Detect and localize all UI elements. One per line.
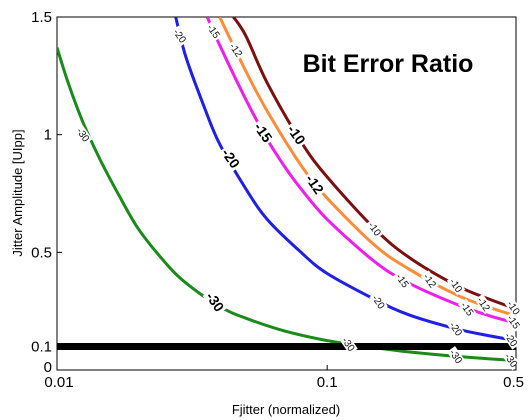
- contour-label-gap: [504, 297, 523, 318]
- contour-label: -30: [339, 333, 358, 355]
- contour-label-gap: [504, 311, 523, 332]
- contour-label-gap: [474, 293, 494, 315]
- contour-label: -12: [226, 39, 246, 61]
- contour-label-gap: [446, 346, 466, 367]
- x-tick-label: 0.1: [317, 374, 338, 391]
- x-tick-label: 0.01: [44, 374, 73, 391]
- contour-label-gap: [302, 170, 328, 198]
- plot-frame: [56, 16, 517, 371]
- contour-label-gap: [339, 333, 358, 355]
- contour-label-gap: [218, 144, 244, 173]
- contour-label: -10: [504, 297, 523, 318]
- contour-label-text: -30: [203, 289, 228, 315]
- contour-label: -30: [73, 124, 93, 145]
- contour-label-gap: [226, 39, 246, 61]
- contour-label: -20: [170, 25, 190, 47]
- contour-label: -20: [446, 318, 466, 340]
- contour-label-gap: [73, 124, 93, 145]
- y-tick-label: 1.5: [31, 9, 52, 26]
- curve-ber-30: [57, 47, 516, 363]
- contour-label-gap: [393, 270, 412, 291]
- contour-label-gap: [202, 287, 228, 316]
- y-tick-label: 0.1: [31, 338, 52, 355]
- contour-label-gap: [365, 218, 384, 240]
- contour-label-text: -15: [251, 119, 276, 145]
- y-tick-label: 0: [44, 359, 52, 376]
- x-axis-ticks: 0.01 0.1 0.5: [44, 365, 524, 391]
- contour-label-gap: [457, 298, 477, 320]
- x-tick-label: 0.5: [503, 374, 524, 391]
- contour-label: -15: [204, 20, 223, 42]
- contour-label-gap: [446, 318, 466, 340]
- contour-label-gap: [204, 20, 223, 42]
- contour-label-gap: [446, 275, 466, 296]
- chart-title: Bit Error Ratio: [303, 50, 474, 78]
- y-axis-ticks: 0 0.1 0.5 1 1.5: [31, 9, 62, 376]
- contour-label-gap: [369, 291, 388, 312]
- curve-ber-10: [232, 17, 516, 311]
- contour-label: -15: [250, 118, 276, 147]
- contour-label-gap: [170, 25, 190, 47]
- y-axis-label: Jitter Amplitude [UIpp]: [10, 129, 25, 256]
- contour-label-gap: [420, 270, 440, 291]
- contour-label: -30: [202, 287, 228, 316]
- curve-ber-12: [218, 17, 516, 318]
- y-tick-label: 0.5: [31, 244, 52, 261]
- contour-label: -30: [502, 349, 521, 371]
- contour-label: -20: [369, 291, 388, 312]
- contour-label-gap: [501, 329, 521, 350]
- x-axis-label: Fjitter (normalized): [232, 402, 340, 417]
- y-tick-label: 1: [44, 127, 52, 144]
- contour-label-gap: [283, 120, 310, 149]
- contour-label-gap: [250, 118, 276, 147]
- contour-label: -15: [393, 270, 412, 291]
